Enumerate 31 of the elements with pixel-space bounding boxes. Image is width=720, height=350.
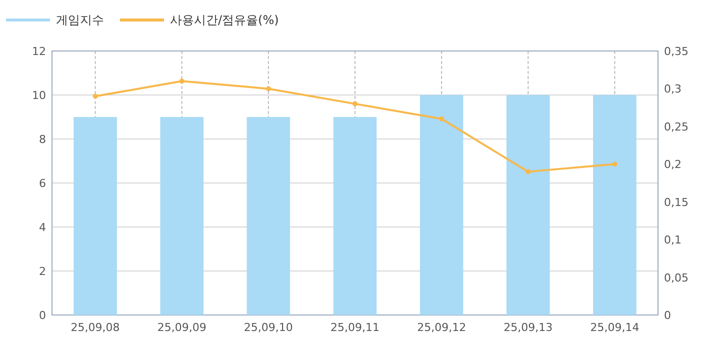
point <box>526 169 531 174</box>
point <box>439 116 444 122</box>
point <box>266 86 271 92</box>
x-tick-label: 25,09,10 <box>244 321 293 334</box>
x-tick-label: 25,09,13 <box>504 321 553 334</box>
point <box>352 101 358 106</box>
point <box>612 162 618 167</box>
y2-tick-label: 0,25 <box>664 120 688 134</box>
x-tick-label: 25,09,14 <box>590 321 640 334</box>
point <box>179 78 184 84</box>
y-tick-label: 0 <box>39 309 46 322</box>
legend-label: 사용시간/점유율(%) <box>170 13 279 27</box>
x-tick-label: 25,09,11 <box>330 321 380 334</box>
y2-tick-label: 0,05 <box>664 271 688 284</box>
x-tick-label: 25,09,08 <box>70 321 120 334</box>
x-tick-label: 25,09,12 <box>417 321 466 334</box>
y-tick-label: 12 <box>32 45 46 58</box>
legend-label: 게임지수 <box>56 13 104 27</box>
y-tick-label: 2 <box>39 265 46 278</box>
y-tick-label: 6 <box>39 177 46 190</box>
y-tick-label: 8 <box>39 133 46 146</box>
y2-tick-label: 0,2 <box>664 158 682 172</box>
point <box>92 94 98 99</box>
y2-tick-label: 0,35 <box>664 45 688 58</box>
y2-tick-label: 0,3 <box>664 82 682 96</box>
y2-tick-label: 0 <box>664 309 671 322</box>
y-tick-label: 4 <box>39 221 46 234</box>
x-tick-label: 25,09,09 <box>157 321 206 334</box>
y-tick-label: 10 <box>32 89 46 102</box>
y2-tick-label: 0,1 <box>664 234 682 247</box>
y2-tick-label: 0,15 <box>664 196 688 209</box>
